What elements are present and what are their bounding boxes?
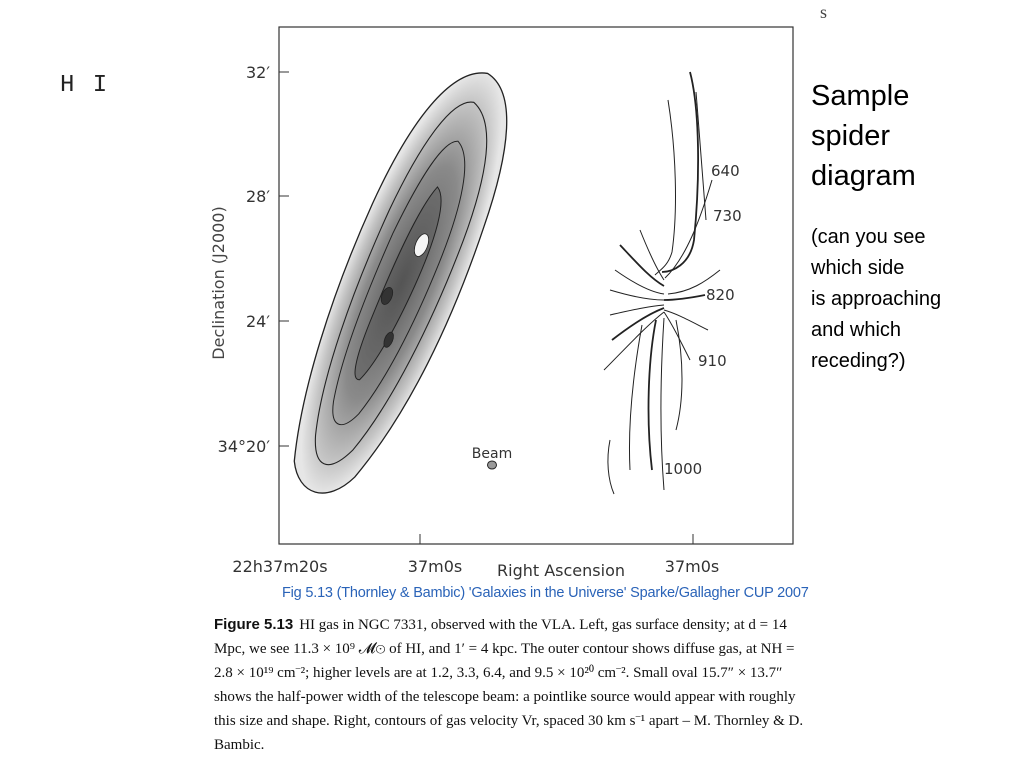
density-map (293, 72, 508, 494)
hi-figure: Declination (J2000) 32′ 28′ 24′ 34°20′ 2… (209, 26, 794, 580)
caption-label: Figure 5.13 (214, 616, 294, 633)
y-tick-32: 32′ (246, 63, 270, 82)
heading-line: Sample (811, 80, 910, 112)
y-axis-label: Declination (J2000) (209, 206, 228, 359)
velocity-label-820: 820 (706, 286, 735, 304)
question-line: and which (811, 319, 902, 341)
velocity-label-640: 640 (711, 162, 740, 180)
question-line: (can you see (811, 226, 926, 248)
figure-caption: Figure 5.13 HI gas in NGC 7331, observed … (214, 613, 814, 757)
slide-tag: H I (60, 72, 110, 99)
y-tick-28: 28′ (246, 187, 270, 206)
velocity-label-910: 910 (698, 352, 727, 370)
plot-frame (278, 26, 794, 545)
question-line: is approaching (811, 288, 942, 310)
heading-line: diagram (811, 160, 916, 192)
heading-line: spider (811, 120, 890, 152)
beam-marker (487, 460, 497, 470)
x-tick-22h37m20s: 22h37m20s (232, 557, 327, 576)
y-tick-24: 24′ (246, 312, 270, 331)
x-tick-37m0s-left: 37m0s (408, 557, 462, 576)
corner-mark: s (820, 2, 828, 22)
caption-text: HI gas in NGC 7331, observed with the VL… (214, 617, 804, 753)
question-line: receding?) (811, 350, 906, 372)
velocity-label-730: 730 (713, 207, 742, 225)
figure-credit: Fig 5.13 (Thornley & Bambic) 'Galaxies i… (282, 585, 809, 601)
velocity-contours (603, 71, 721, 495)
x-tick-37m0s-right: 37m0s (665, 557, 719, 576)
y-tick-34-20: 34°20′ (218, 437, 271, 456)
side-note-heading: Sample spider diagram (811, 76, 1016, 196)
side-note-question: (can you see which side is approaching a… (811, 222, 1016, 377)
velocity-label-1000: 1000 (664, 460, 702, 478)
question-line: which side (811, 257, 905, 279)
beam-label: Beam (472, 446, 512, 462)
side-note: Sample spider diagram (can you see which… (811, 76, 1016, 377)
x-axis-label: Right Ascension (497, 561, 625, 580)
